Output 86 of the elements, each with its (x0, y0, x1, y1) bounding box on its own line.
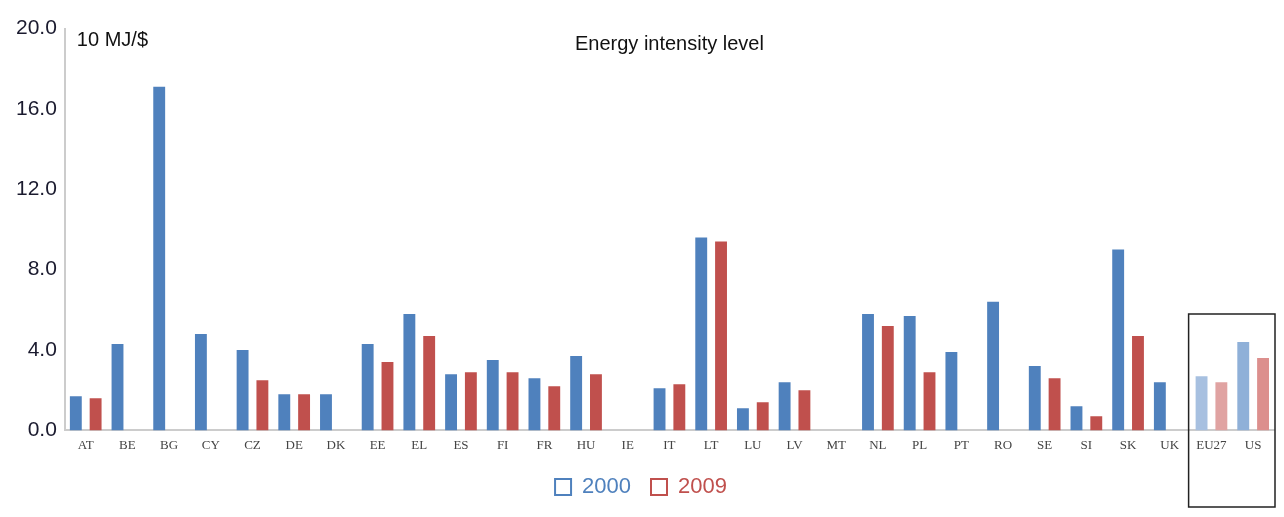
x-tick-label: EU27 (1196, 436, 1228, 452)
x-tick-label: IE (621, 436, 634, 452)
bar (361, 344, 374, 431)
bar (653, 388, 666, 431)
chart-title: Energy intensity level (574, 32, 764, 55)
bar (381, 362, 394, 431)
x-tick-label: DE (285, 436, 303, 452)
bar (278, 394, 291, 431)
y-tick-label: 12.0 (16, 176, 57, 200)
bar (236, 350, 249, 431)
bar (464, 372, 477, 431)
bar (1028, 366, 1041, 431)
bar (111, 344, 124, 431)
x-tick-label: FI (496, 436, 509, 452)
x-tick-label: AT (77, 436, 94, 452)
x-tick-label: BE (119, 436, 136, 452)
x-tick-label: EL (411, 436, 428, 452)
x-tick-label: HU (576, 436, 597, 452)
bar (695, 237, 708, 431)
x-tick-label: SE (1037, 436, 1053, 452)
bar (1112, 249, 1125, 431)
bar (256, 380, 269, 431)
y-axis-title: 10 MJ/$ (76, 28, 149, 51)
x-tick-label: UK (1160, 436, 1180, 452)
x-tick-label: DK (326, 436, 346, 452)
bar (715, 241, 727, 431)
bar (1257, 358, 1269, 431)
x-tick-label: MT (826, 436, 847, 452)
x-tick-label: PT (953, 436, 969, 452)
bar (506, 372, 519, 431)
bar (403, 313, 416, 431)
bar (756, 402, 769, 431)
x-tick-label: EE (369, 436, 386, 452)
bar (903, 315, 916, 431)
x-tick-label: CZ (244, 436, 261, 452)
x-tick-label: BG (160, 436, 179, 452)
bar (945, 352, 958, 431)
y-tick-label: 20.0 (16, 15, 57, 39)
bar (298, 394, 311, 431)
legend-label: 2009 (678, 473, 727, 499)
bar (673, 384, 686, 431)
bar (1090, 416, 1103, 431)
y-tick-label: 0.0 (27, 417, 57, 441)
x-tick-label: SK (1119, 436, 1137, 452)
bar (881, 325, 894, 431)
x-tick-label: FR (536, 436, 553, 452)
bar (1070, 406, 1083, 431)
bar (69, 396, 82, 431)
bar (194, 333, 207, 431)
bar (548, 386, 561, 431)
x-tick-label: US (1244, 436, 1262, 452)
bar (445, 374, 458, 431)
bar (736, 408, 749, 431)
x-tick-label: RO (993, 436, 1013, 452)
bar (987, 301, 1000, 431)
bar (1215, 382, 1228, 431)
bar (1195, 376, 1208, 431)
x-tick-label: CY (201, 436, 221, 452)
bar (1237, 342, 1250, 431)
legend-label: 2000 (582, 473, 632, 499)
bar (862, 313, 874, 431)
x-tick-label: SI (1080, 436, 1093, 452)
x-tick-label: IT (663, 436, 676, 452)
bar (590, 374, 602, 431)
x-tick-label: LT (703, 436, 719, 452)
bar (153, 86, 166, 431)
x-tick-label: NL (869, 436, 887, 452)
bar (778, 382, 791, 431)
bar (486, 360, 499, 431)
bar (423, 335, 436, 431)
y-tick-label: 4.0 (27, 336, 57, 360)
bar (528, 378, 541, 431)
x-tick-label: LV (786, 436, 804, 452)
bar (1048, 378, 1061, 431)
bar (320, 394, 332, 431)
bar (798, 390, 811, 431)
y-tick-label: 16.0 (16, 95, 57, 119)
bar (89, 398, 102, 431)
x-tick-label: PL (912, 436, 928, 452)
y-tick-label: 8.0 (27, 256, 57, 280)
x-tick-label: ES (453, 436, 469, 452)
bar (923, 372, 936, 431)
x-tick-label: LU (744, 436, 763, 452)
bar (1153, 382, 1166, 431)
bar (570, 356, 583, 431)
bar (1132, 335, 1144, 431)
